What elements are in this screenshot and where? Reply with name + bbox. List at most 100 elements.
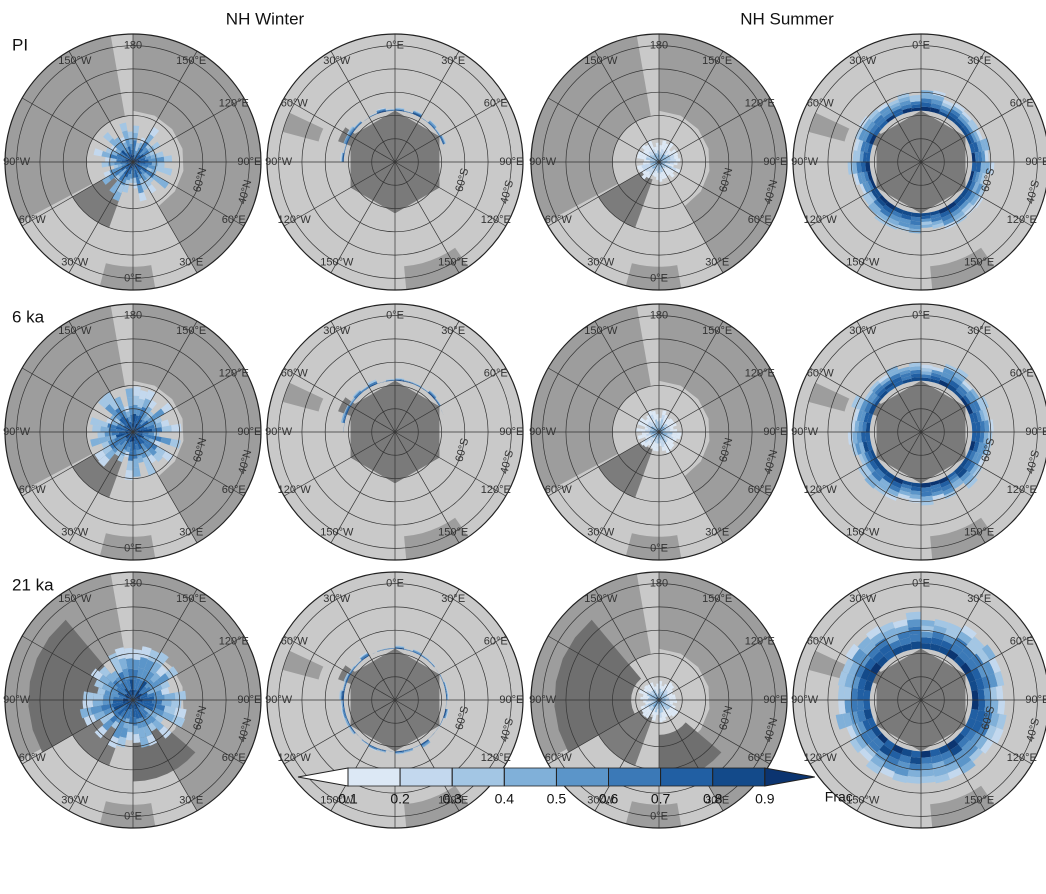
lon-label: 90°W (529, 426, 557, 438)
lon-label: 30°E (967, 325, 991, 337)
lon-label: 0°E (124, 542, 142, 554)
map-body (0, 292, 270, 571)
row-label: 6 ka (12, 307, 45, 326)
lon-label: 60°E (484, 98, 508, 110)
lon-label: 30°E (179, 257, 203, 269)
map-body (0, 22, 270, 301)
lon-label: 90°E (763, 694, 787, 706)
lon-label: 90°W (3, 694, 31, 706)
sea-ice (910, 634, 922, 642)
lon-label: 90°E (499, 694, 523, 706)
sea-ice (978, 689, 985, 700)
lon-label: 120°W (804, 484, 838, 496)
map-body (793, 304, 1046, 560)
lon-label: 120°E (219, 368, 249, 380)
lon-label: 150°W (320, 257, 354, 269)
map-body (267, 572, 523, 828)
lon-label: 30°E (441, 325, 465, 337)
colorbar-segment (609, 768, 661, 786)
lon-label: 90°E (1025, 156, 1046, 168)
lon-label: 60°E (748, 752, 772, 764)
lon-label: 0°E (650, 272, 668, 284)
lon-label: 150°W (584, 325, 618, 337)
lon-label: 180 (124, 310, 142, 322)
lon-label: 60°E (222, 484, 246, 496)
lon-label: 90°W (265, 694, 293, 706)
sea-ice (921, 757, 932, 764)
lon-label: 0°E (650, 810, 668, 822)
lon-label: 180 (650, 310, 668, 322)
lon-label: 60°W (19, 214, 47, 226)
sea-ice (857, 700, 864, 711)
lon-label: 60°W (281, 98, 309, 110)
lon-label: 60°W (19, 484, 47, 496)
lon-label: 90°W (529, 156, 557, 168)
lon-label: 150°E (438, 257, 468, 269)
lon-label: 30°W (61, 257, 89, 269)
sea-ice (863, 690, 870, 700)
lon-label: 150°W (846, 527, 880, 539)
lon-label: 0°E (386, 310, 404, 322)
lon-label: 60°E (748, 484, 772, 496)
lon-label: 90°W (791, 156, 819, 168)
colorbar-tick-label: 0.1 (338, 791, 358, 807)
lon-label: 120°W (804, 214, 838, 226)
lon-label: 180 (124, 40, 142, 52)
sea-ice (908, 770, 921, 778)
lon-label: 60°W (545, 752, 573, 764)
lon-label: 60°E (1010, 636, 1034, 648)
colorbar-segment (348, 768, 400, 786)
lon-label: 90°E (499, 426, 523, 438)
lon-label: 120°E (219, 98, 249, 110)
sea-ice (907, 619, 921, 628)
colorbar-segment (713, 768, 765, 786)
lon-label: 120°E (481, 214, 511, 226)
lon-label: 90°W (265, 426, 293, 438)
lon-label: 30°W (323, 325, 351, 337)
colorbar-segment (504, 768, 556, 786)
colorbar-segment (661, 768, 713, 786)
lon-label: 150°E (176, 593, 206, 605)
sea-ice (844, 687, 851, 700)
lon-label: 90°W (3, 156, 31, 168)
column-header: NH Summer (740, 9, 834, 28)
lon-label: 60°W (807, 98, 835, 110)
colorbar-segment (400, 768, 452, 786)
lon-label: 150°W (58, 55, 92, 67)
lon-label: 90°E (763, 156, 787, 168)
lon-label: 150°E (702, 325, 732, 337)
sea-ice (911, 750, 921, 757)
sea-ice (910, 757, 921, 764)
map-panel: 0°E30°E60°E90°E120°E150°E180150°W90°W60°… (0, 22, 270, 301)
lon-label: 30°E (179, 527, 203, 539)
lon-label: 150°W (584, 55, 618, 67)
map-panel: 0°E30°E60°E90°E120°E150°E180150°W90°W60°… (0, 560, 270, 839)
map-body (521, 292, 797, 571)
lon-label: 60°E (484, 636, 508, 648)
colorbar-tick-label: 0.9 (755, 791, 775, 807)
map-panel: 0°E30°E60°E90°E120°E150°E30°W60°W90°W120… (265, 34, 523, 290)
sea-ice (921, 769, 934, 777)
colorbar-segment (556, 768, 608, 786)
lon-label: 30°E (705, 527, 729, 539)
lon-label: 0°E (124, 272, 142, 284)
lon-label: 150°E (964, 527, 994, 539)
lon-label: 60°W (281, 636, 309, 648)
lon-label: 90°E (763, 426, 787, 438)
lon-label: 150°E (702, 593, 732, 605)
map-panel: 0°E30°E60°E90°E120°E150°E30°W60°W90°W120… (265, 304, 523, 560)
lon-label: 60°E (1010, 368, 1034, 380)
row-label: 21 ka (12, 575, 54, 594)
map-body (521, 22, 797, 301)
sea-ice (864, 700, 871, 710)
colorbar-tick-label: 0.2 (390, 791, 410, 807)
map-panel: 0°E30°E60°E90°E120°E150°E30°W60°W90°W120… (791, 304, 1046, 560)
lon-label: 0°E (650, 542, 668, 554)
lon-label: 150°W (320, 527, 354, 539)
map-panel: 0°E30°E60°E90°E120°E150°E30°W60°W90°W120… (791, 34, 1046, 290)
lon-label: 90°E (237, 694, 261, 706)
lon-label: 150°W (58, 593, 92, 605)
sea-ice (911, 641, 921, 649)
colorbar-tick-label: 0.5 (547, 791, 567, 807)
lon-label: 120°E (1007, 752, 1037, 764)
